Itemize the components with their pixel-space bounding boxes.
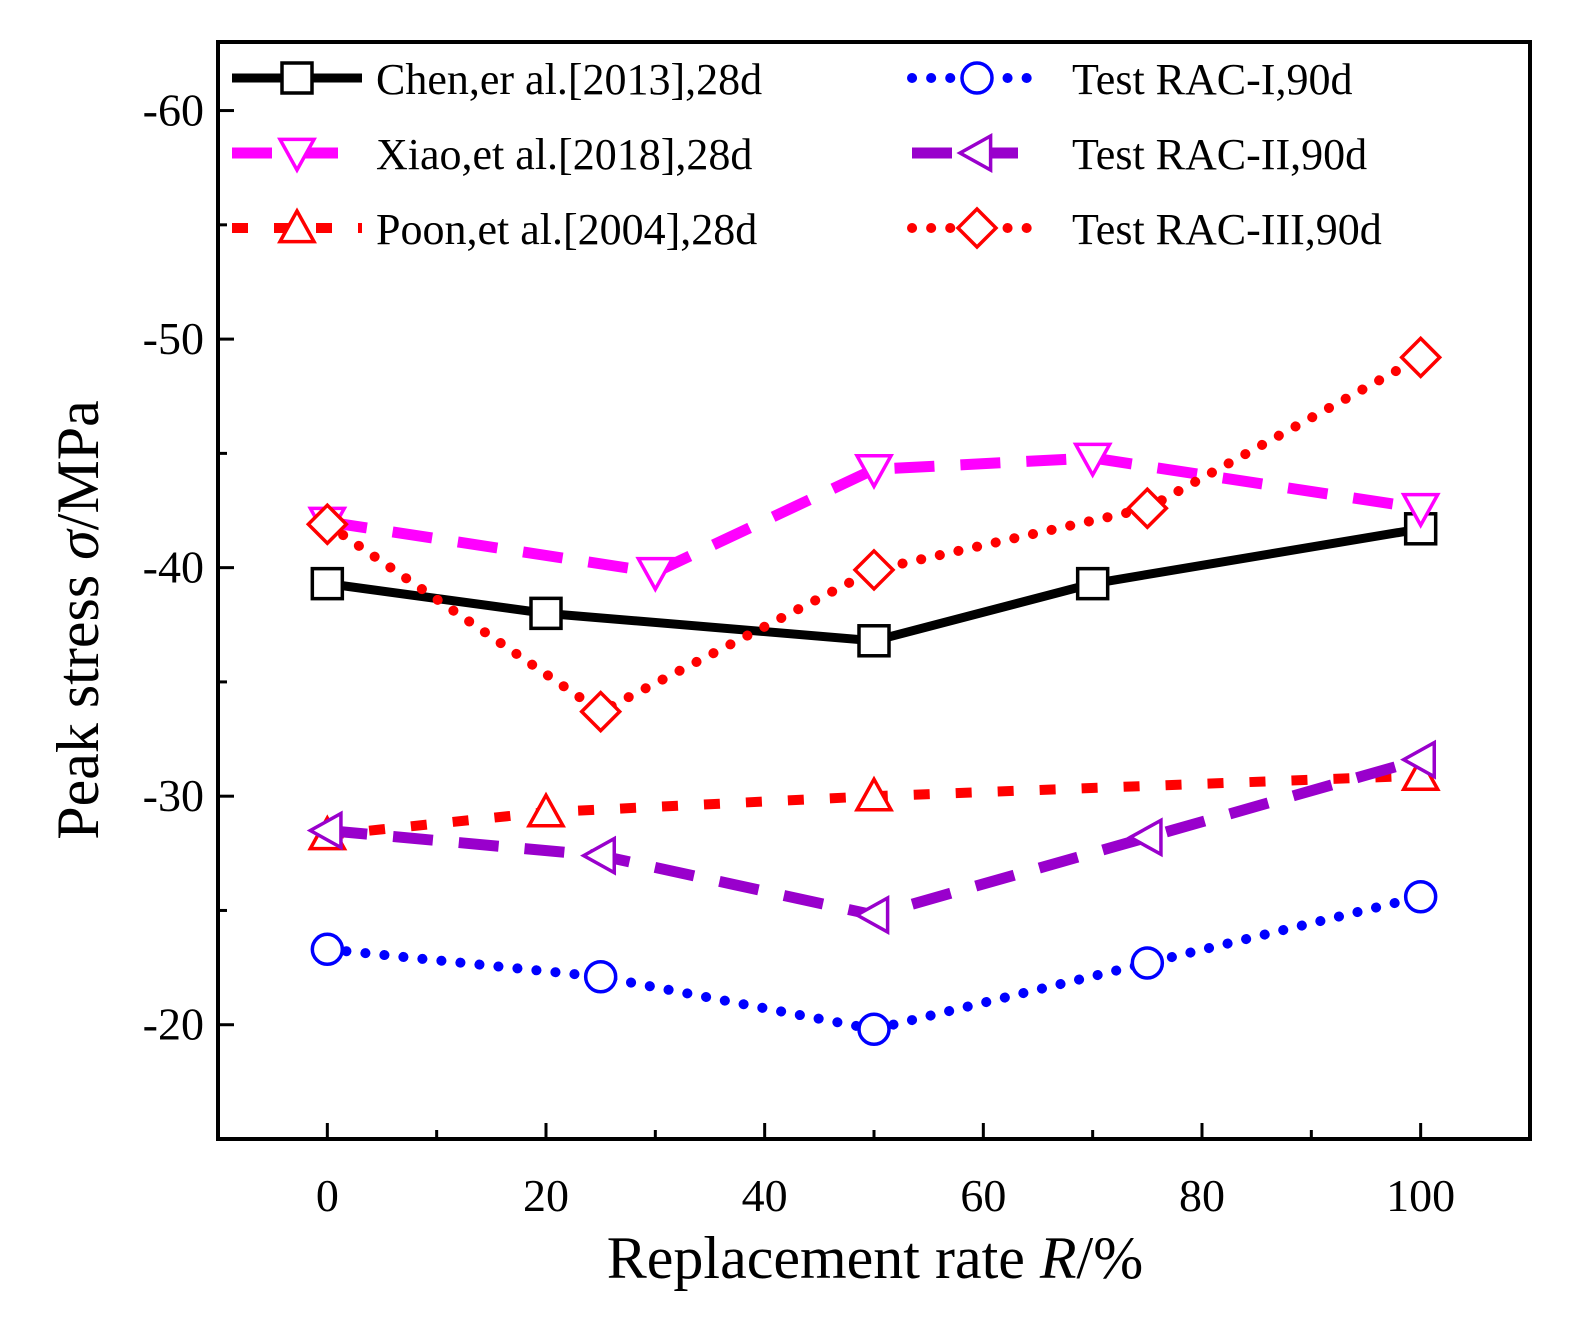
y-tick-label: -60 — [143, 85, 204, 136]
data-point-marker — [310, 932, 345, 967]
legend-item: Test RAC-III,90d — [907, 205, 1382, 254]
data-point-marker — [310, 566, 345, 601]
data-point-marker — [1126, 817, 1163, 858]
x-tick-label: 80 — [1179, 1170, 1225, 1221]
data-point-marker — [852, 548, 896, 592]
legend-label: Test RAC-I,90d — [1072, 55, 1352, 104]
data-point-marker — [635, 556, 676, 593]
data-point-marker — [1075, 566, 1110, 601]
legend-item: Test RAC-I,90d — [907, 55, 1352, 104]
legend-swatch-marker — [956, 133, 993, 173]
legend-swatch-marker — [960, 61, 994, 95]
data-point-marker — [1399, 335, 1443, 379]
legend-label: Test RAC-II,90d — [1072, 130, 1367, 179]
legend-swatch-marker — [955, 206, 999, 250]
legend-item: Chen,er al.[2013],28d — [232, 55, 762, 104]
data-point-marker — [1072, 442, 1113, 479]
data-point-marker — [526, 791, 566, 828]
data-point-marker — [857, 1012, 891, 1047]
series-test-rac-i-90d — [310, 879, 1438, 1047]
data-point-marker — [305, 502, 349, 546]
data-point-marker — [583, 959, 618, 994]
legend-swatch-marker — [277, 137, 317, 174]
x-tick-label: 100 — [1386, 1170, 1455, 1221]
series-line — [326, 452, 1422, 578]
series-layer — [305, 335, 1443, 1047]
y-tick-label: -40 — [143, 542, 204, 593]
data-point-marker — [1400, 492, 1441, 529]
series-line — [322, 352, 1426, 717]
data-point-marker — [854, 775, 894, 812]
legend-item: Xiao,et al.[2018],28d — [232, 130, 752, 179]
legend-item: Poon,et al.[2004],28d — [232, 205, 757, 254]
data-point-marker — [854, 454, 894, 490]
data-point-marker — [306, 810, 343, 851]
series-poon-et-al-2004-28d — [307, 755, 1441, 851]
data-point-marker — [1403, 879, 1438, 914]
data-point-marker — [579, 690, 623, 734]
series-line — [326, 770, 1421, 841]
tick-layer: 0 20 40 60 80 100 -20 -30 -40 -50 -60 — [143, 85, 1455, 1221]
x-tick-label: 40 — [742, 1170, 788, 1221]
legend: Chen,er al.[2013],28d Xiao,et al.[2018],2… — [232, 55, 1382, 254]
x-axis-title: Replacement rate R/% — [607, 1225, 1143, 1291]
legend-label: Xiao,et al.[2018],28d — [376, 130, 752, 179]
data-point-marker — [580, 835, 617, 876]
x-tick-label: 60 — [960, 1170, 1006, 1221]
legend-label: Test RAC-III,90d — [1072, 205, 1382, 254]
data-point-marker — [857, 624, 891, 658]
y-axis-title: Peak stress σ/MPa — [45, 400, 111, 840]
y-tick-label: -50 — [143, 313, 204, 364]
data-point-marker — [1125, 486, 1169, 530]
y-tick-label: -20 — [143, 999, 204, 1050]
series-test-rac-ii-90d — [306, 739, 1437, 936]
series-test-rac-iii-90d — [305, 335, 1443, 734]
data-point-marker — [853, 895, 890, 936]
legend-label: Chen,er al.[2013],28d — [376, 55, 762, 104]
data-point-marker — [1400, 739, 1437, 780]
legend-swatch-marker — [277, 207, 317, 244]
legend-swatch-marker — [280, 61, 314, 95]
y-tick-label: -30 — [143, 770, 204, 821]
series-chen-er-al-2013-28d — [310, 512, 1438, 658]
legend-item: Test RAC-II,90d — [912, 130, 1367, 179]
x-tick-label: 20 — [523, 1170, 569, 1221]
x-tick-label: 0 — [316, 1170, 339, 1221]
legend-label: Poon,et al.[2004],28d — [376, 205, 757, 254]
data-point-marker — [529, 596, 563, 631]
data-point-marker — [1130, 946, 1165, 980]
